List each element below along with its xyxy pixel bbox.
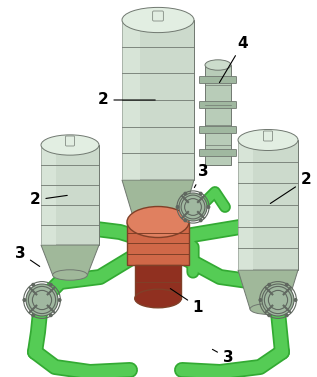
Circle shape <box>58 298 61 302</box>
Circle shape <box>176 205 180 209</box>
FancyBboxPatch shape <box>41 145 99 245</box>
FancyBboxPatch shape <box>66 136 74 146</box>
Circle shape <box>267 313 271 317</box>
Circle shape <box>199 192 203 196</box>
Circle shape <box>49 283 53 287</box>
Ellipse shape <box>53 270 87 280</box>
Ellipse shape <box>135 289 181 308</box>
FancyBboxPatch shape <box>135 265 181 299</box>
FancyBboxPatch shape <box>127 222 189 265</box>
Circle shape <box>262 284 294 316</box>
FancyBboxPatch shape <box>199 77 236 83</box>
Circle shape <box>31 283 35 287</box>
FancyBboxPatch shape <box>238 140 298 270</box>
Ellipse shape <box>238 130 298 150</box>
Circle shape <box>285 313 289 317</box>
Circle shape <box>199 218 203 222</box>
Ellipse shape <box>122 8 194 32</box>
Text: 2: 2 <box>270 173 311 204</box>
Circle shape <box>26 284 58 316</box>
Text: 3: 3 <box>194 164 208 188</box>
Polygon shape <box>238 270 298 309</box>
Circle shape <box>183 218 187 222</box>
Circle shape <box>23 298 26 302</box>
Text: 2: 2 <box>98 92 155 107</box>
Polygon shape <box>41 245 99 275</box>
Text: 1: 1 <box>170 288 203 314</box>
Circle shape <box>294 298 298 302</box>
Circle shape <box>183 192 187 196</box>
Circle shape <box>31 313 35 317</box>
Ellipse shape <box>136 222 180 234</box>
Circle shape <box>179 193 207 221</box>
Text: 3: 3 <box>15 245 40 267</box>
FancyBboxPatch shape <box>205 65 231 165</box>
Polygon shape <box>122 180 194 228</box>
Ellipse shape <box>41 135 99 155</box>
Circle shape <box>49 313 53 317</box>
Text: 3: 3 <box>212 349 233 365</box>
Text: 2: 2 <box>29 193 67 207</box>
FancyBboxPatch shape <box>199 150 236 156</box>
FancyBboxPatch shape <box>199 127 236 133</box>
Ellipse shape <box>205 60 231 70</box>
FancyBboxPatch shape <box>263 131 273 141</box>
Ellipse shape <box>250 303 286 314</box>
FancyBboxPatch shape <box>122 20 194 180</box>
FancyBboxPatch shape <box>122 20 140 180</box>
Text: 4: 4 <box>219 35 248 83</box>
Circle shape <box>267 283 271 287</box>
FancyBboxPatch shape <box>41 145 55 245</box>
FancyBboxPatch shape <box>238 140 253 270</box>
FancyBboxPatch shape <box>153 11 163 21</box>
Ellipse shape <box>127 207 189 238</box>
Circle shape <box>285 283 289 287</box>
FancyBboxPatch shape <box>199 101 236 109</box>
Circle shape <box>258 298 262 302</box>
Circle shape <box>206 205 210 209</box>
